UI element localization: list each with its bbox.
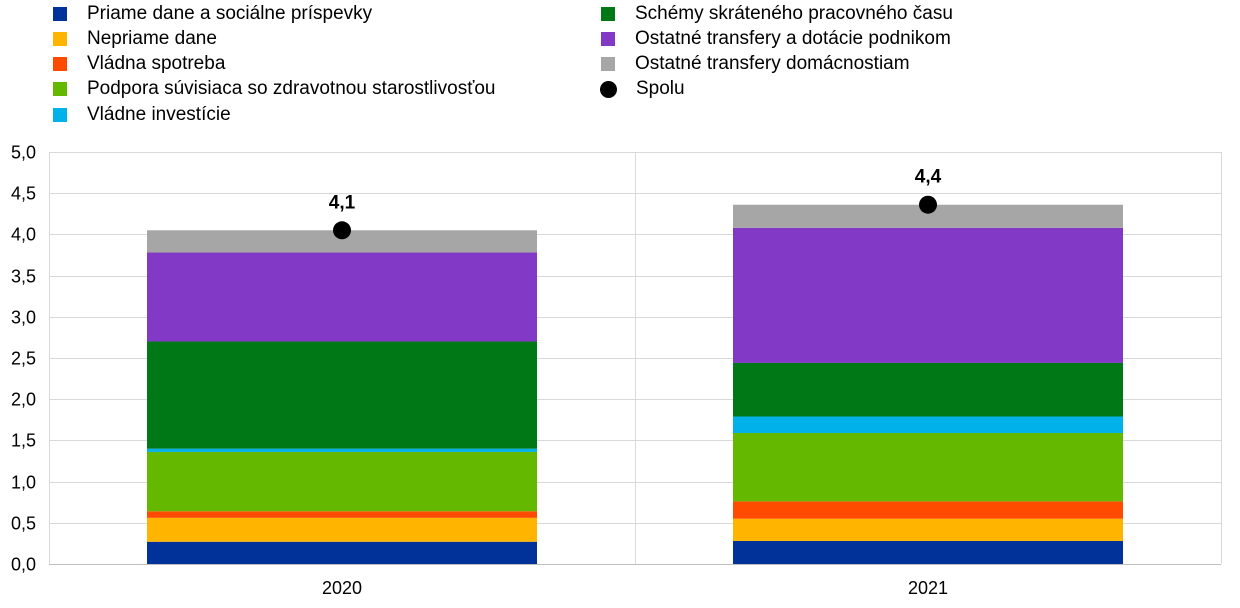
y-tick-label: 2,5: [11, 349, 36, 369]
total-marker: [919, 195, 937, 214]
bar-segment: [733, 432, 1123, 502]
legend-item: Ostatné transfery a dotácie podnikom: [601, 28, 951, 50]
y-tick-label: 1,5: [11, 431, 36, 451]
bar-segment: [147, 341, 537, 449]
bar-segment: [733, 227, 1123, 363]
y-tick-label: 2,0: [11, 390, 36, 410]
bar-segment: [147, 541, 537, 564]
y-tick-label: 3,5: [11, 267, 36, 287]
legend-item: Schémy skráteného pracovného času: [601, 3, 953, 25]
legend-item: Vládne investície: [53, 104, 231, 126]
y-tick-label: 1,0: [11, 473, 36, 493]
legend-label: Schémy skráteného pracovného času: [635, 3, 953, 24]
y-tick-label: 3,0: [11, 308, 36, 328]
legend-swatch: [53, 108, 67, 122]
legend: Priame dane a sociálne príspevky Nepriame…: [0, 0, 1240, 130]
legend-label: Ostatné transfery a dotácie podnikom: [635, 28, 951, 49]
y-tick-label: 0,5: [11, 514, 36, 534]
legend-swatch: [601, 32, 615, 46]
legend-label: Spolu: [636, 78, 685, 99]
legend-swatch: [53, 32, 67, 46]
legend-item: Podpora súvisiaca so zdravotnou starostl…: [53, 78, 495, 100]
legend-item: Spolu: [600, 78, 685, 100]
x-tick-label: 2020: [322, 578, 362, 598]
bar-segment: [733, 518, 1123, 541]
legend-label: Vládne investície: [87, 104, 231, 125]
legend-swatch: [53, 7, 67, 21]
y-tick-label: 5,0: [11, 143, 36, 163]
bar-segment: [733, 501, 1123, 519]
total-data-label: 4,4: [915, 167, 942, 188]
bar-segment: [733, 416, 1123, 433]
legend-item: Nepriame dane: [53, 28, 217, 50]
y-tick-label: 4,0: [11, 225, 36, 245]
bar-segment: [733, 540, 1123, 564]
legend-swatch: [601, 7, 615, 21]
legend-swatch: [601, 57, 615, 71]
bar-segment: [147, 451, 537, 512]
legend-label: Nepriame dane: [87, 28, 217, 49]
legend-label: Priame dane a sociálne príspevky: [87, 3, 373, 24]
bar-segment: [147, 517, 537, 542]
bar-segment: [147, 252, 537, 342]
legend-item: Vládna spotreba: [53, 53, 225, 75]
x-tick-label: 2021: [908, 578, 948, 598]
legend-swatch: [53, 57, 67, 71]
bar-segment: [147, 511, 537, 518]
bar-segment: [147, 448, 537, 452]
total-marker: [333, 221, 351, 240]
y-tick-label: 0,0: [11, 555, 36, 575]
legend-label: Podpora súvisiaca so zdravotnou starostl…: [87, 78, 496, 99]
bar-segment: [147, 230, 537, 253]
bar-segment: [733, 362, 1123, 417]
legend-label: Ostatné transfery domácnostiam: [635, 53, 910, 74]
legend-marker-dot: [600, 80, 617, 98]
legend-item: Priame dane a sociálne príspevky: [53, 3, 372, 25]
total-data-label: 4,1: [329, 192, 356, 213]
bar-segment: [733, 204, 1123, 228]
legend-swatch: [53, 82, 67, 96]
legend-item: Ostatné transfery domácnostiam: [601, 53, 910, 75]
legend-label: Vládna spotreba: [87, 53, 226, 74]
y-tick-label: 4,5: [11, 184, 36, 204]
